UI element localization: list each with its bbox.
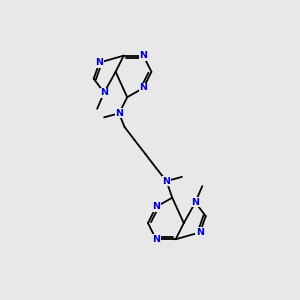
Text: N: N <box>100 88 108 97</box>
Text: N: N <box>140 83 147 92</box>
Text: N: N <box>163 177 170 186</box>
Text: N: N <box>95 58 104 67</box>
Text: N: N <box>152 202 160 211</box>
Text: N: N <box>196 228 204 237</box>
Text: N: N <box>140 51 147 60</box>
Text: N: N <box>152 235 160 244</box>
Text: N: N <box>191 198 199 207</box>
Text: N: N <box>115 109 123 118</box>
